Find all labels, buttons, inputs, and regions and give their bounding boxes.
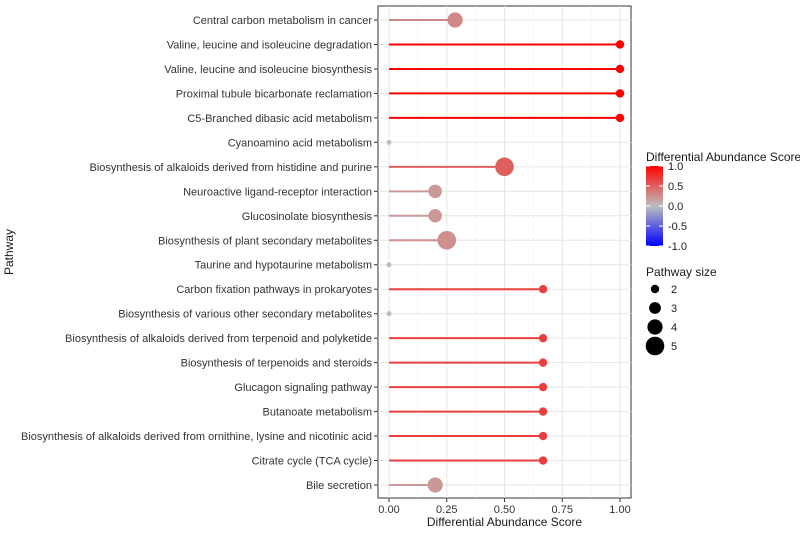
- y-tick-label: Biosynthesis of terpenoids and steroids: [181, 358, 373, 370]
- lollipop-dot: [538, 456, 548, 465]
- lollipop-dot: [538, 333, 548, 343]
- lollipop-dot: [538, 358, 548, 367]
- size-legend-label: 5: [671, 341, 677, 353]
- lollipop-dot: [615, 40, 625, 49]
- color-legend-label: -0.5: [668, 221, 687, 233]
- lollipop-dot: [615, 64, 625, 74]
- color-legend-label: 1.0: [668, 161, 683, 173]
- color-legend-label: -1.0: [668, 241, 687, 253]
- y-tick-label: Taurine and hypotaurine metabolism: [195, 260, 372, 272]
- y-tick-label: Biosynthesis of alkaloids derived from o…: [21, 431, 372, 443]
- x-tick-label: 0.75: [552, 504, 573, 516]
- size-legend-dot: [645, 336, 665, 356]
- size-legend-dot: [649, 302, 661, 314]
- color-legend-title: Differential Abundance Score: [646, 150, 800, 164]
- size-legend-label: 4: [671, 322, 677, 334]
- y-tick-label: Valine, leucine and isoleucine biosynthe…: [164, 64, 372, 76]
- lollipop-dot: [386, 139, 392, 145]
- lollipop-dot: [428, 184, 442, 199]
- color-legend-bar: [646, 166, 663, 246]
- size-legend-dot: [647, 319, 663, 335]
- y-tick-label: Biosynthesis of alkaloids derived from t…: [65, 333, 372, 345]
- lollipop-dot: [538, 407, 548, 416]
- y-tick-label: C5-Branched dibasic acid metabolism: [187, 113, 372, 125]
- lollipop-dot: [538, 431, 548, 441]
- y-tick-label: Biosynthesis of plant secondary metaboli…: [158, 235, 373, 247]
- y-tick-label: Bile secretion: [306, 480, 372, 492]
- color-legend-label: 0.5: [668, 181, 683, 193]
- size-legend-dot: [650, 284, 660, 294]
- lollipop-dot: [427, 477, 443, 493]
- color-legend: Differential Abundance Score 1.0 0.5 0.0 -0…: [646, 150, 800, 253]
- y-tick-label: Biosynthesis of alkaloids derived from h…: [90, 162, 373, 174]
- y-tick-label: Cyanoamino acid metabolism: [228, 137, 372, 149]
- y-tick-label: Butanoate metabolism: [263, 407, 372, 419]
- y-tick-label: Carbon fixation pathways in prokaryotes: [176, 284, 372, 296]
- lollipop-dot: [615, 113, 625, 123]
- size-legend-label: 2: [671, 284, 677, 296]
- y-tick-label: Biosynthesis of various other secondary …: [118, 309, 372, 321]
- y-tick-label: Glucagon signaling pathway: [234, 382, 372, 394]
- x-axis-title: Differential Abundance Score: [427, 515, 583, 529]
- lollipop-dot: [386, 311, 392, 317]
- x-tick-label: 1.00: [609, 504, 630, 516]
- y-axis-title: Pathway: [2, 229, 16, 275]
- y-tick-label: Neuroactive ligand-receptor interaction: [183, 186, 372, 198]
- size-legend-title: Pathway size: [646, 265, 717, 279]
- size-legend-label: 3: [671, 303, 677, 315]
- color-legend-label: 0.0: [668, 201, 683, 213]
- y-tick-label: Citrate cycle (TCA cycle): [252, 456, 372, 468]
- lollipop-dot: [538, 382, 548, 392]
- size-legend: Pathway size 2 3 4 5: [645, 265, 717, 356]
- x-tick-label: 0.50: [494, 504, 515, 516]
- lollipop-dot: [538, 285, 548, 294]
- x-tick-label: 0.00: [378, 504, 399, 516]
- y-tick-label: Proximal tubule bicarbonate reclamation: [176, 88, 372, 100]
- lollipop-dot: [437, 230, 457, 250]
- y-tick-label: Valine, leucine and isoleucine degradati…: [167, 39, 372, 51]
- lollipop-dot: [428, 209, 442, 223]
- y-tick-label: Central carbon metabolism in cancer: [193, 15, 372, 27]
- lollipop-dot: [615, 89, 625, 98]
- lollipop-dot: [495, 157, 514, 177]
- x-tick-label: 0.25: [436, 504, 457, 516]
- y-tick-label: Glucosinolate biosynthesis: [242, 211, 373, 223]
- lollipop-dot: [386, 262, 392, 268]
- lollipop-dot: [447, 12, 463, 28]
